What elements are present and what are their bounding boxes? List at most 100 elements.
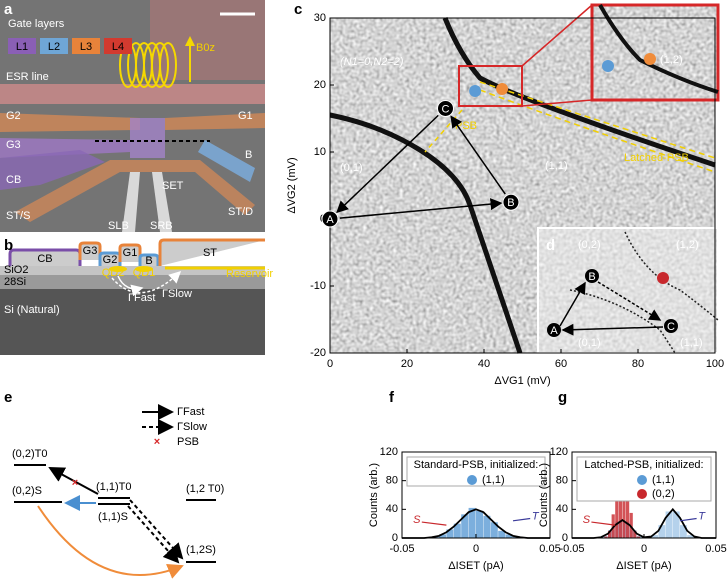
point-label: A (550, 325, 558, 337)
histogram-bar (453, 523, 461, 538)
histogram-bar (608, 530, 615, 538)
gate-label: G1 (123, 247, 138, 259)
panel-b: CB G3 G2 G1 B ST SiO2 28Si QD2 QD1 Reser… (0, 236, 273, 355)
panel-e: × × ΓFast ΓSlow PSB (0,2)T0 (0,2)S (1,1)… (4, 389, 224, 579)
state-arrow (512, 517, 531, 522)
reservoir-label: Reservoir (226, 268, 273, 280)
state-label: T (532, 510, 540, 522)
field-arrow (185, 36, 195, 46)
y-tick-label: 10 (314, 146, 326, 158)
inset-point (585, 269, 599, 283)
legend-label: (0,2) (652, 488, 675, 500)
transition-arrow (37, 505, 184, 579)
inset-arrow (559, 281, 586, 327)
y-tick-label: 80 (556, 475, 568, 487)
histogram-bar (680, 525, 687, 538)
gate (0, 113, 140, 132)
panel-label: d (546, 237, 555, 254)
y-axis-label: Counts (arb.) (538, 463, 550, 527)
y-tick-label: -10 (310, 280, 326, 292)
gate-label: ST (203, 247, 217, 259)
level-label: (0,2)S (12, 485, 42, 497)
region-label: (1,2) (660, 54, 683, 66)
x-tick-label: 0.05 (705, 543, 726, 555)
pulse-point (437, 99, 454, 117)
zoom-line (521, 99, 593, 107)
histogram-bar (439, 534, 446, 538)
legend-label: L4 (112, 41, 124, 53)
histogram-bar (629, 512, 633, 538)
y-axis-label: ΔVG2 (mV) (286, 157, 298, 213)
plot-frame (329, 17, 716, 354)
x-tick-label: 0 (473, 543, 479, 555)
legend-label: ΓFast (177, 406, 204, 418)
pulse-point (502, 193, 520, 211)
histogram-bar (476, 510, 483, 538)
panel-label: e (4, 389, 12, 406)
panel-a: Gate layers L1 L2 L3 L4 ESR line G2 G1 G… (0, 0, 265, 232)
inset-point (547, 323, 561, 337)
zoom-box (458, 65, 523, 107)
gate (165, 113, 265, 130)
rate-label: ΓFast (128, 292, 155, 304)
gate (0, 150, 105, 190)
point-label: C (442, 103, 450, 115)
gate (130, 118, 165, 158)
readout-dot (496, 83, 509, 96)
pulse-point (321, 210, 339, 228)
state-label: T (698, 510, 706, 522)
inset-point (664, 319, 678, 333)
histogram-bar (651, 535, 658, 538)
legend-swatch (40, 38, 68, 54)
transition-line (329, 112, 523, 354)
gate-label: SLB (108, 220, 129, 232)
level-label: (0,2)T0 (12, 448, 47, 460)
inset-dot (657, 272, 669, 284)
transition-arrow (48, 467, 99, 495)
esr-line (0, 84, 265, 104)
gate (198, 140, 255, 182)
state-arrow (679, 517, 697, 522)
gate-label: B (245, 149, 252, 161)
level-label: (1,1)T0 (96, 481, 131, 493)
legend-label: ΓSlow (177, 421, 207, 433)
histogram-bar (626, 486, 630, 538)
x-tick-label: 100 (706, 358, 724, 370)
x-tick-label: -0.05 (389, 543, 414, 555)
histogram-bar (468, 507, 476, 538)
y-tick-label: 30 (314, 12, 326, 24)
legend-swatch (104, 38, 132, 54)
histogram-bar (490, 522, 498, 538)
histogram-bar (505, 534, 513, 538)
point-label: B (507, 197, 514, 209)
x-axis-label: ΔVG1 (mV) (494, 375, 550, 387)
x-tick-label: 0 (641, 543, 647, 555)
legend-label: PSB (177, 436, 199, 448)
region-label: (1,1) (680, 337, 703, 349)
gate (15, 160, 255, 222)
gate-label: B (145, 255, 152, 267)
histogram-bar (446, 529, 454, 538)
transition-line (442, 17, 716, 168)
quantum-dot (109, 266, 127, 272)
gate-label: SET (162, 180, 184, 192)
panel-label: f (389, 389, 395, 406)
si28-layer (0, 275, 265, 289)
readout-dot (469, 85, 482, 98)
layer-label: 28Si (4, 276, 26, 288)
legend-title: Gate layers (8, 18, 65, 30)
histogram-bar (483, 515, 491, 538)
legend-swatch (8, 38, 36, 54)
legend-label: (1,1) (482, 474, 505, 486)
dot-label: QD2 (102, 267, 125, 279)
histogram-bar (658, 525, 666, 538)
transition-line (624, 231, 719, 321)
gate-label: ST/D (228, 206, 253, 218)
y-tick-label: 0 (562, 532, 568, 544)
psb-mark: × (72, 477, 78, 489)
path-arrow (336, 114, 439, 214)
legend-label: L3 (80, 41, 92, 53)
histogram-bar (622, 521, 630, 538)
level-label: (1,2 T0) (186, 483, 224, 495)
